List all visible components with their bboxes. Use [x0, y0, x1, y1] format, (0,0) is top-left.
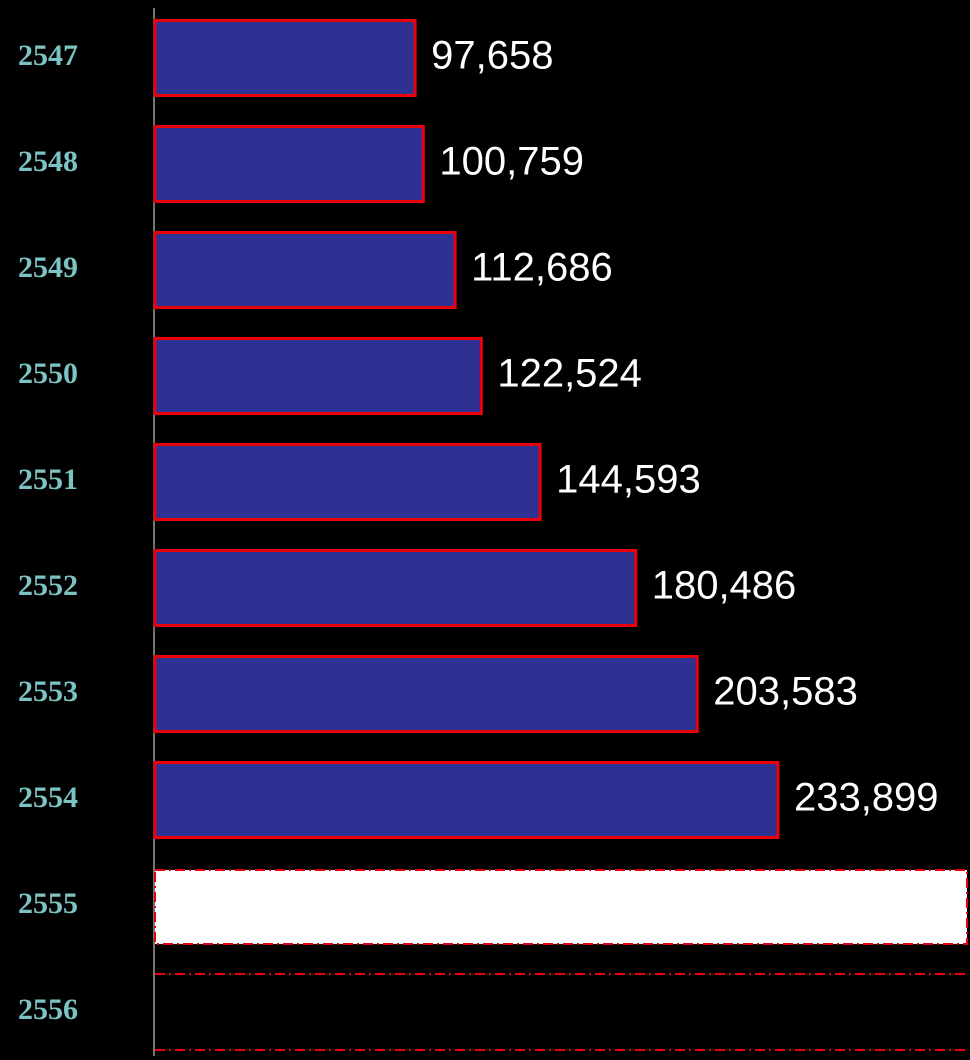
bar: [153, 19, 417, 97]
bar: [153, 761, 780, 839]
value-label: 112,686: [471, 246, 613, 290]
bar: [153, 337, 483, 415]
y-tick-label: 2548: [18, 145, 78, 178]
y-tick-label: 2549: [18, 251, 78, 284]
value-label: 233,899: [794, 776, 939, 820]
y-tick-label: 2551: [18, 463, 78, 496]
y-tick-label: 2547: [18, 39, 78, 72]
value-label: 180,486: [652, 564, 797, 608]
placeholder-bar: [154, 869, 968, 945]
value-label: 100,759: [439, 140, 584, 184]
y-tick-label: 2554: [18, 781, 78, 814]
y-tick-label: 2550: [18, 357, 78, 390]
value-label: 122,524: [497, 352, 642, 396]
y-tick-label: 2556: [18, 993, 78, 1026]
bar: [153, 655, 699, 733]
value-label: 97,658: [431, 34, 553, 78]
bar: [153, 231, 457, 309]
y-tick-label: 2552: [18, 569, 78, 602]
y-tick-label: 2553: [18, 675, 78, 708]
value-label: 144,593: [556, 458, 701, 502]
bar: [153, 443, 542, 521]
y-tick-label: 2555: [18, 887, 78, 920]
value-label: 203,583: [713, 670, 858, 714]
bar: [153, 125, 425, 203]
bar: [153, 549, 638, 627]
